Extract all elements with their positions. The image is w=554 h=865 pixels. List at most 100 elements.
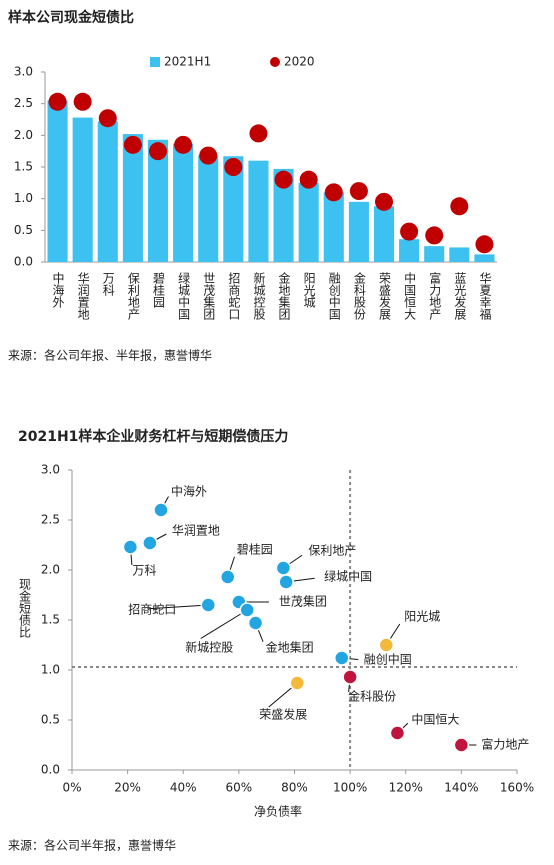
point-label: 招商蛇口 <box>128 602 176 617</box>
point-label: 世茂集团 <box>279 594 327 609</box>
dot <box>425 226 444 245</box>
dot <box>274 170 293 189</box>
bar <box>273 168 294 262</box>
legend-swatch <box>150 57 160 67</box>
x-tick-label: 中国恒大 <box>403 271 417 320</box>
x-tick-label: 保利地产 <box>126 272 140 321</box>
x-tick-label: 160% <box>500 781 534 795</box>
point <box>389 725 406 741</box>
x-tick-label: 招商蛇口 <box>227 272 241 320</box>
dot <box>199 146 218 165</box>
bar <box>449 247 470 262</box>
y-tick-label: 2.5 <box>41 513 60 527</box>
point <box>453 737 470 753</box>
y-axis-label: 现金短债比 <box>18 578 32 639</box>
dot <box>349 182 368 201</box>
point-label: 碧桂园 <box>237 542 273 557</box>
y-tick-label: 2.0 <box>14 128 33 142</box>
point-label: 绿城中国 <box>324 569 372 584</box>
point <box>247 615 264 631</box>
y-tick-label: 1.5 <box>14 160 33 174</box>
dot <box>475 235 494 254</box>
bar <box>122 134 143 262</box>
point <box>289 675 306 691</box>
x-tick-label: 世茂集团 <box>202 272 216 321</box>
bar <box>323 192 344 262</box>
x-tick-label: 80% <box>281 781 308 795</box>
dot <box>123 135 142 154</box>
x-axis-label: 净负债率 <box>254 804 302 819</box>
x-tick-label: 荣盛发展 <box>378 272 392 320</box>
dot <box>249 124 268 143</box>
x-tick-label: 金地集团 <box>277 271 291 321</box>
point <box>153 502 169 518</box>
x-tick-label: 40% <box>170 781 197 795</box>
y-tick-label: 2.0 <box>41 563 60 577</box>
point <box>122 539 139 555</box>
dot <box>324 183 343 202</box>
legend-swatch <box>270 57 280 67</box>
bar <box>298 182 319 262</box>
point <box>220 569 236 585</box>
dot <box>73 92 92 111</box>
bar <box>348 201 369 262</box>
point-label: 金科股份 <box>348 689 396 704</box>
point-label: 中国恒大 <box>411 712 459 727</box>
x-tick-label: 富力地产 <box>428 271 442 321</box>
leader-line <box>200 609 248 639</box>
point <box>142 535 158 551</box>
point-label: 保利地产 <box>308 544 356 558</box>
bar <box>173 143 194 262</box>
point <box>278 574 294 590</box>
y-tick-label: 0.5 <box>14 223 33 237</box>
source: 来源：各公司半年报，惠誉博华 <box>8 838 176 853</box>
bar <box>248 160 269 262</box>
y-tick-label: 0.5 <box>41 713 60 727</box>
x-tick-label: 中海外 <box>51 271 65 308</box>
dot <box>48 92 67 111</box>
y-tick-label: 1.0 <box>41 663 60 677</box>
y-tick-label: 3.0 <box>14 65 33 79</box>
bar <box>97 121 118 263</box>
y-tick-label: 2.5 <box>14 96 33 110</box>
point-label: 荣盛发展 <box>259 707 307 722</box>
bar <box>198 155 219 262</box>
point <box>378 637 395 653</box>
bar <box>373 206 395 262</box>
x-tick-label: 万科 <box>101 272 115 296</box>
point-label: 中海外 <box>171 484 207 499</box>
dot <box>450 197 469 216</box>
dot <box>149 142 167 161</box>
bar <box>47 100 68 262</box>
legend-label: 2020 <box>284 55 315 69</box>
x-tick-label: 100% <box>333 781 367 795</box>
x-tick-label: 120% <box>389 781 423 795</box>
point-label: 富力地产 <box>481 737 529 752</box>
dot <box>299 170 318 189</box>
x-tick-label: 20% <box>114 781 141 795</box>
point-label: 阳光城 <box>404 610 440 624</box>
x-tick-label: 华夏幸福 <box>478 272 492 320</box>
y-tick-label: 0.0 <box>41 763 60 777</box>
point-label: 万科 <box>132 564 156 578</box>
point-label: 金地集团 <box>266 640 314 655</box>
x-tick-label: 60% <box>226 781 253 795</box>
bar <box>147 139 169 262</box>
point <box>342 669 358 685</box>
point-label: 融创中国 <box>364 652 412 667</box>
dot <box>375 192 393 211</box>
y-tick-label: 1.5 <box>41 613 60 627</box>
source: 来源：各公司年报、半年报，惠誉博华 <box>8 348 212 363</box>
leader-line <box>148 604 209 610</box>
x-tick-label: 蓝光发展 <box>453 272 467 320</box>
chart-title: 样本公司现金短债比 <box>8 9 134 26</box>
dot <box>174 135 193 154</box>
x-tick-label: 碧桂园 <box>152 272 166 309</box>
point <box>334 650 350 666</box>
chart-title: 2021H1样本企业财务杠杆与短期偿债压力 <box>18 428 288 445</box>
y-tick-label: 1.0 <box>14 191 33 205</box>
point <box>275 560 292 576</box>
bar <box>399 239 420 262</box>
x-tick-label: 新城控股 <box>252 271 266 321</box>
